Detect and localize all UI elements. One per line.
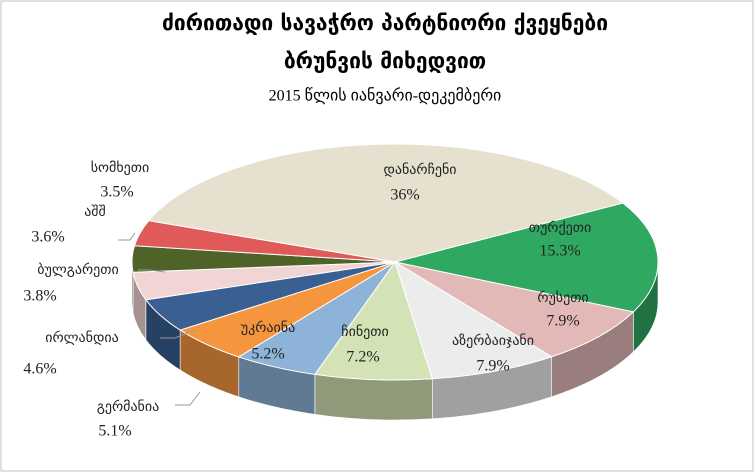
value-label: 5.1% [98, 423, 131, 440]
slice-label: აშშ [84, 204, 106, 220]
slice-label: გერმანია [97, 398, 159, 415]
value-label: 15.3% [539, 243, 580, 260]
slice-label: თურქეთი [529, 219, 591, 236]
value-label: 7.9% [476, 358, 509, 375]
slice-label: ჩინეთი [341, 324, 388, 340]
slice-label: სომხეთი [91, 160, 150, 176]
pie-slice [394, 261, 635, 358]
slice-label: აზერბაიჯანი [452, 332, 534, 349]
slice-label: ირლანდია [45, 329, 119, 346]
pie-side [314, 374, 433, 421]
chart-title: ძირითადი სავაჭრო პარტნიორი ქვეყნები [162, 11, 608, 35]
leader-line [160, 329, 196, 339]
pie-slice [147, 143, 624, 263]
leader-line [175, 391, 201, 406]
value-label: 36% [390, 187, 419, 204]
value-label: 5.2% [251, 346, 284, 363]
value-label: 3.8% [23, 288, 56, 305]
slice-label: უკრაინა [241, 319, 295, 336]
value-label: 3.6% [31, 229, 64, 246]
slice-label: ბულგარეთი [37, 261, 118, 278]
value-label: 4.6% [23, 361, 56, 378]
pie-slice [394, 202, 659, 313]
pie-slice [394, 260, 553, 380]
chart-title: ბრუნვის მიხედვით [284, 49, 486, 73]
chart-subtitle: 2015 წლის იანვარი-დეკემბერი [269, 87, 502, 105]
value-label: 7.2% [346, 349, 379, 366]
slice-label: რუსეთი [537, 289, 588, 306]
value-label: 3.5% [100, 184, 133, 201]
leader-line [138, 269, 166, 273]
value-label: 7.9% [546, 313, 579, 330]
pie-slice [313, 260, 433, 381]
leader-line [118, 232, 136, 241]
slice-label: დანარჩენი [383, 161, 456, 178]
